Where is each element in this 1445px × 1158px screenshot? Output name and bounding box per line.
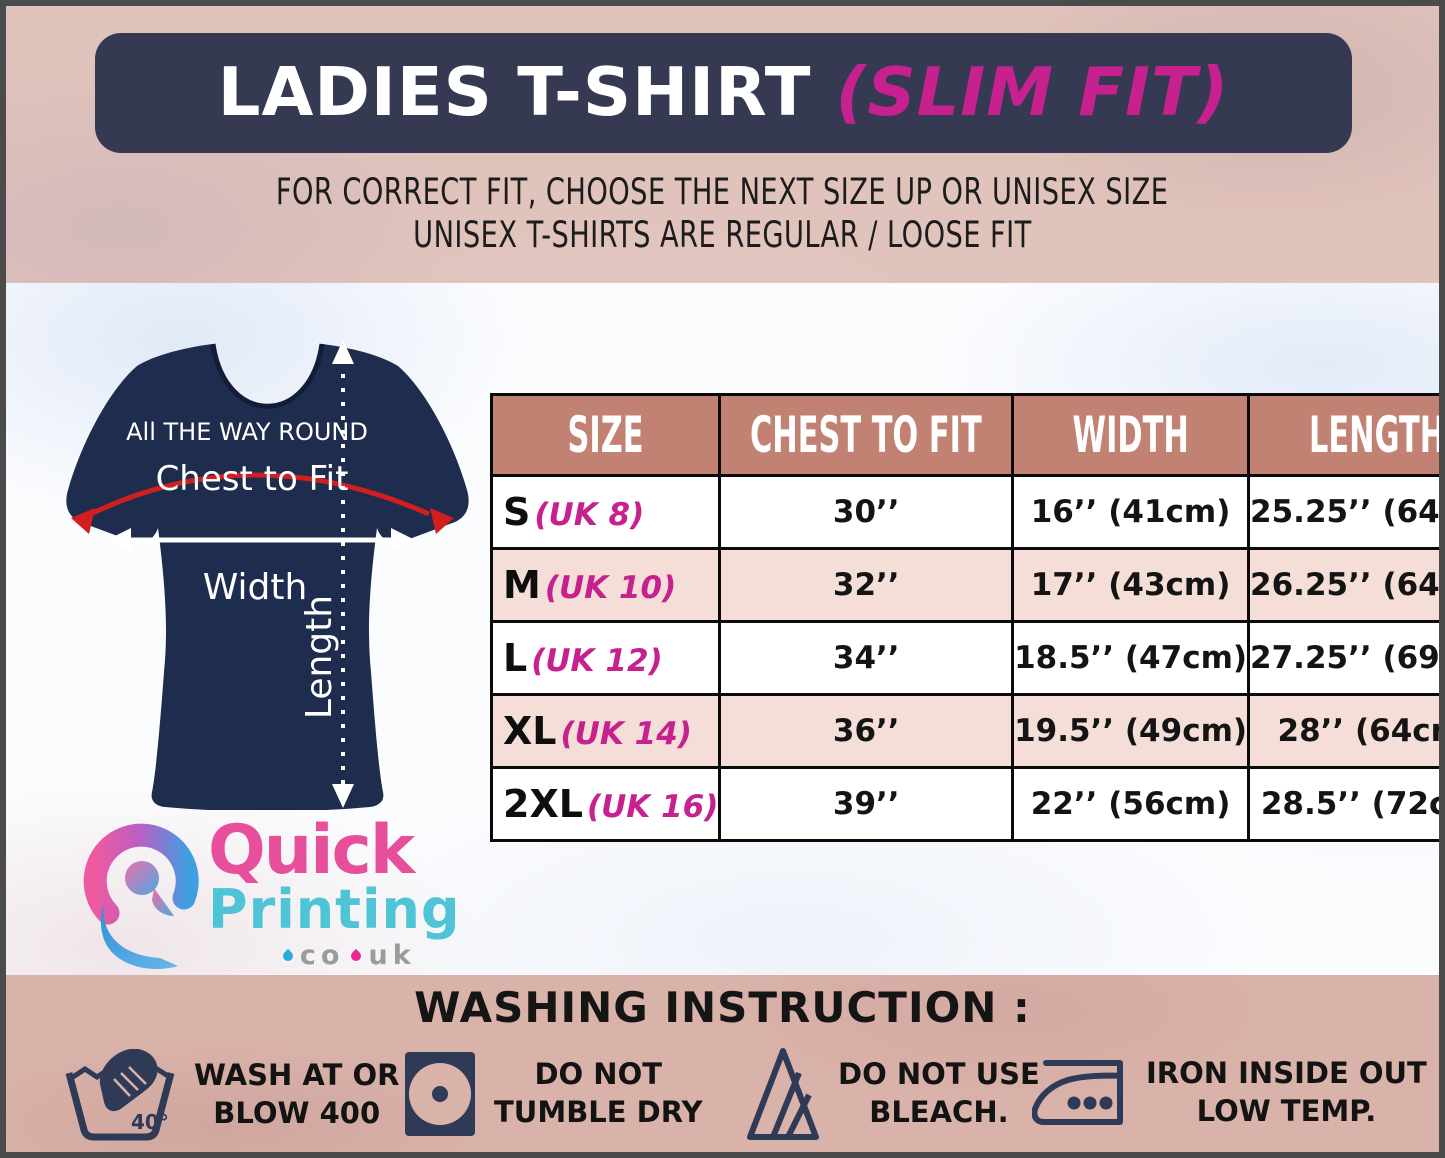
length-cell: 28’’ (64cm) (1247, 693, 1439, 769)
subtitle-line-2: UNISEX T-SHIRTS ARE REGULAR / LOOSE FIT (413, 213, 1032, 257)
width-cell: 22’’ (56cm) (1011, 766, 1251, 842)
chest-arc-arrowhead-left (71, 508, 95, 534)
size-cell: M (UK 10) (489, 547, 722, 623)
page-title-highlight: (SLIM FIT) (835, 53, 1230, 131)
wash-temp-label: 40° (131, 1110, 169, 1134)
length-cell: 26.25’’ (64cm) (1247, 547, 1439, 623)
wash-item-bleach: DO NOT USE BLEACH. (746, 1045, 1040, 1143)
table-row-xl: XL(UK 14) 36’’ 19.5’’ (49cm) 28’’ (64cm) (489, 693, 1439, 769)
iron-low-temp-icon (1032, 1059, 1123, 1125)
title-banner: LADIES T-SHIRT (SLIM FIT) (95, 33, 1352, 153)
logo-uk: uk (368, 940, 416, 971)
tshirt-measurement-diagram: All THE WAY ROUND Chest to Fit Width Len… (66, 340, 469, 810)
table-row-m: M(UK 10) 32’’ 17’’ (43cm) 26.25’’ (64cm) (489, 547, 1439, 623)
chest-cell: 32’’ (718, 547, 1015, 623)
all-round-label: All THE WAY ROUND (126, 418, 368, 446)
length-cell: 27.25’’ (69cm) (1247, 620, 1439, 696)
chest-to-fit-label: Chest to Fit (156, 459, 349, 499)
width-cell: 17’’ (43cm) (1011, 547, 1251, 623)
width-cell: 18.5’’ (47cm) (1011, 620, 1251, 696)
do-not-bleach-icon (747, 1048, 819, 1140)
table-row-2xl: 2XL(UK 16) 39’’ 22’’ (56cm) 28.5’’ (72cm… (489, 766, 1439, 842)
table-row-l: L(UK 12) 34’’ 18.5’’ (47cm) 27.25’’ (69c… (489, 620, 1439, 696)
ink-drop-blue-icon (280, 948, 295, 963)
chest-measure-arc (89, 472, 431, 517)
page-title: LADIES T-SHIRT (SLIM FIT) (218, 53, 1230, 131)
width-arrowhead-left (107, 528, 131, 552)
size-table-header-row: SIZE CHEST TO FIT WIDTH LENGTH (489, 393, 1439, 477)
chest-cell: 36’’ (718, 693, 1015, 769)
logo-co: co (299, 940, 345, 971)
chest-cell: 34’’ (718, 620, 1015, 696)
col-header-chest: CHEST TO FIT (718, 393, 1015, 477)
middle-section: All THE WAY ROUND Chest to Fit Width Len… (6, 283, 1439, 975)
uk-size-badge: (UK 14) (560, 716, 692, 752)
ink-drop-pink-icon (349, 948, 364, 963)
chest-cell: 30’’ (718, 474, 1015, 550)
size-cell: S (UK 8) (489, 474, 722, 550)
uk-size-badge: (UK 16) (586, 789, 719, 825)
wash-label-iron: IRON INSIDE OUT LOW TEMP. (1146, 1056, 1427, 1128)
wash-label-tumble-dry: DO NOT TUMBLE DRY (494, 1057, 703, 1129)
size-cell: 2XL (UK 16) (489, 766, 722, 842)
wash-item-handwash: 40° WASH AT OR BLOW 400 (64, 1049, 399, 1141)
logo-domain: co uk (208, 940, 461, 971)
col-header-width: WIDTH (1011, 393, 1251, 477)
chest-arc-arrowhead-right (430, 508, 454, 534)
length-label: Length (299, 595, 340, 719)
washing-instruction-band: WASHING INSTRUCTION : 40° WASH AT OR BLO… (6, 975, 1439, 1152)
handwash-40-icon: 40° (65, 1049, 175, 1141)
size-table: SIZE CHEST TO FIT WIDTH LENGTH S (UK 8) 3… (489, 393, 1439, 842)
washing-heading: WASHING INSTRUCTION : (414, 983, 1031, 1032)
subtitle-line-1: FOR CORRECT FIT, CHOOSE THE NEXT SIZE UP… (276, 170, 1169, 214)
wash-label-handwash: WASH AT OR BLOW 400 (194, 1058, 400, 1130)
length-cell: 25.25’’ (64cm) (1247, 474, 1439, 550)
size-cell: L (UK 12) (489, 620, 722, 696)
length-arrowhead-top (332, 340, 354, 364)
tshirt-collar (210, 343, 325, 409)
tshirt-body (66, 344, 469, 810)
length-arrowhead-bottom (332, 784, 354, 808)
width-arrowhead-right (391, 528, 415, 552)
quickprinting-logo: Quick Printing co uk (80, 811, 461, 976)
width-cell: 16’’ (41cm) (1011, 474, 1251, 550)
width-label: Width (203, 567, 308, 608)
do-not-tumble-dry-icon (405, 1052, 475, 1136)
size-cell: XL (UK 14) (489, 693, 722, 769)
chest-cell: 39’’ (718, 766, 1015, 842)
length-cell: 28.5’’ (72cm) (1247, 766, 1439, 842)
quickprinting-logo-icon (83, 823, 199, 970)
wash-item-tumble-dry: DO NOT TUMBLE DRY (404, 1051, 703, 1137)
table-row-s: S(UK 8) 30’’ 16’’ (41cm) 25.25’’ (64cm) (489, 474, 1439, 550)
uk-size-badge: (UK 12) (531, 643, 663, 679)
col-header-size: SIZE (489, 393, 722, 477)
top-section: LADIES T-SHIRT (SLIM FIT) FOR CORRECT FI… (6, 6, 1439, 283)
uk-size-badge: (UK 8) (534, 497, 645, 533)
width-cell: 19.5’’ (49cm) (1011, 693, 1251, 769)
page-title-main: LADIES T-SHIRT (217, 53, 836, 131)
col-header-length: LENGTH (1247, 393, 1439, 477)
logo-word-quick: Quick (208, 811, 415, 890)
wash-label-bleach: DO NOT USE BLEACH. (838, 1057, 1040, 1129)
uk-size-badge: (UK 10) (544, 570, 677, 606)
logo-word-printing: Printing (208, 878, 461, 941)
wash-item-iron: IRON INSIDE OUT LOW TEMP. (1032, 1055, 1427, 1130)
logo-text: Quick Printing co uk (208, 811, 461, 972)
